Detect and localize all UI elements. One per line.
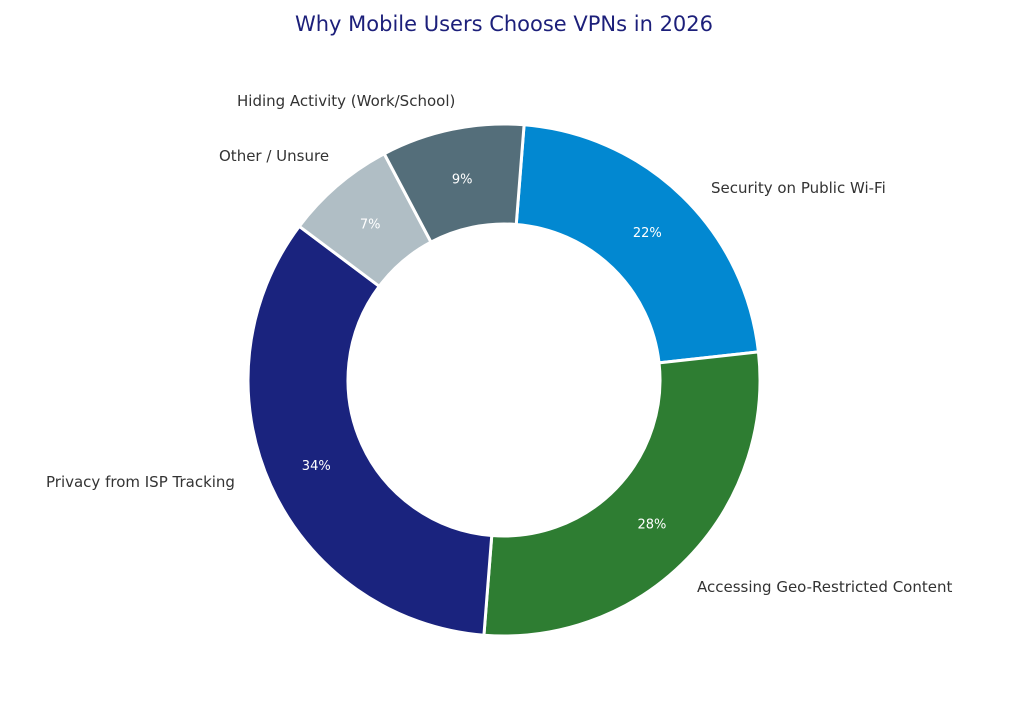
slice-value-label: 9% <box>452 172 473 187</box>
slice-value-label: 7% <box>360 217 381 232</box>
slice-category-label: Privacy from ISP Tracking <box>46 473 235 491</box>
category-labels: Security on Public Wi-Fi Accessing Geo-Re… <box>46 92 952 596</box>
slice-category-label: Other / Unsure <box>219 147 329 165</box>
donut-slice <box>382 122 526 245</box>
donut-slices <box>246 122 762 638</box>
slice-category-label: Accessing Geo-Restricted Content <box>697 578 952 596</box>
donut-slice <box>514 123 761 365</box>
donut-slice <box>246 224 494 637</box>
donut-slice <box>482 350 762 638</box>
slice-category-label: Hiding Activity (Work/School) <box>237 92 455 110</box>
slice-value-label: 34% <box>302 459 331 474</box>
slice-category-label: Security on Public Wi-Fi <box>711 179 886 197</box>
value-labels: 22% 28% 34% 7% 9% <box>302 172 667 532</box>
slice-value-label: 28% <box>637 517 666 532</box>
slice-value-label: 22% <box>633 226 662 241</box>
chart-title: Why Mobile Users Choose VPNs in 2026 <box>295 12 713 36</box>
